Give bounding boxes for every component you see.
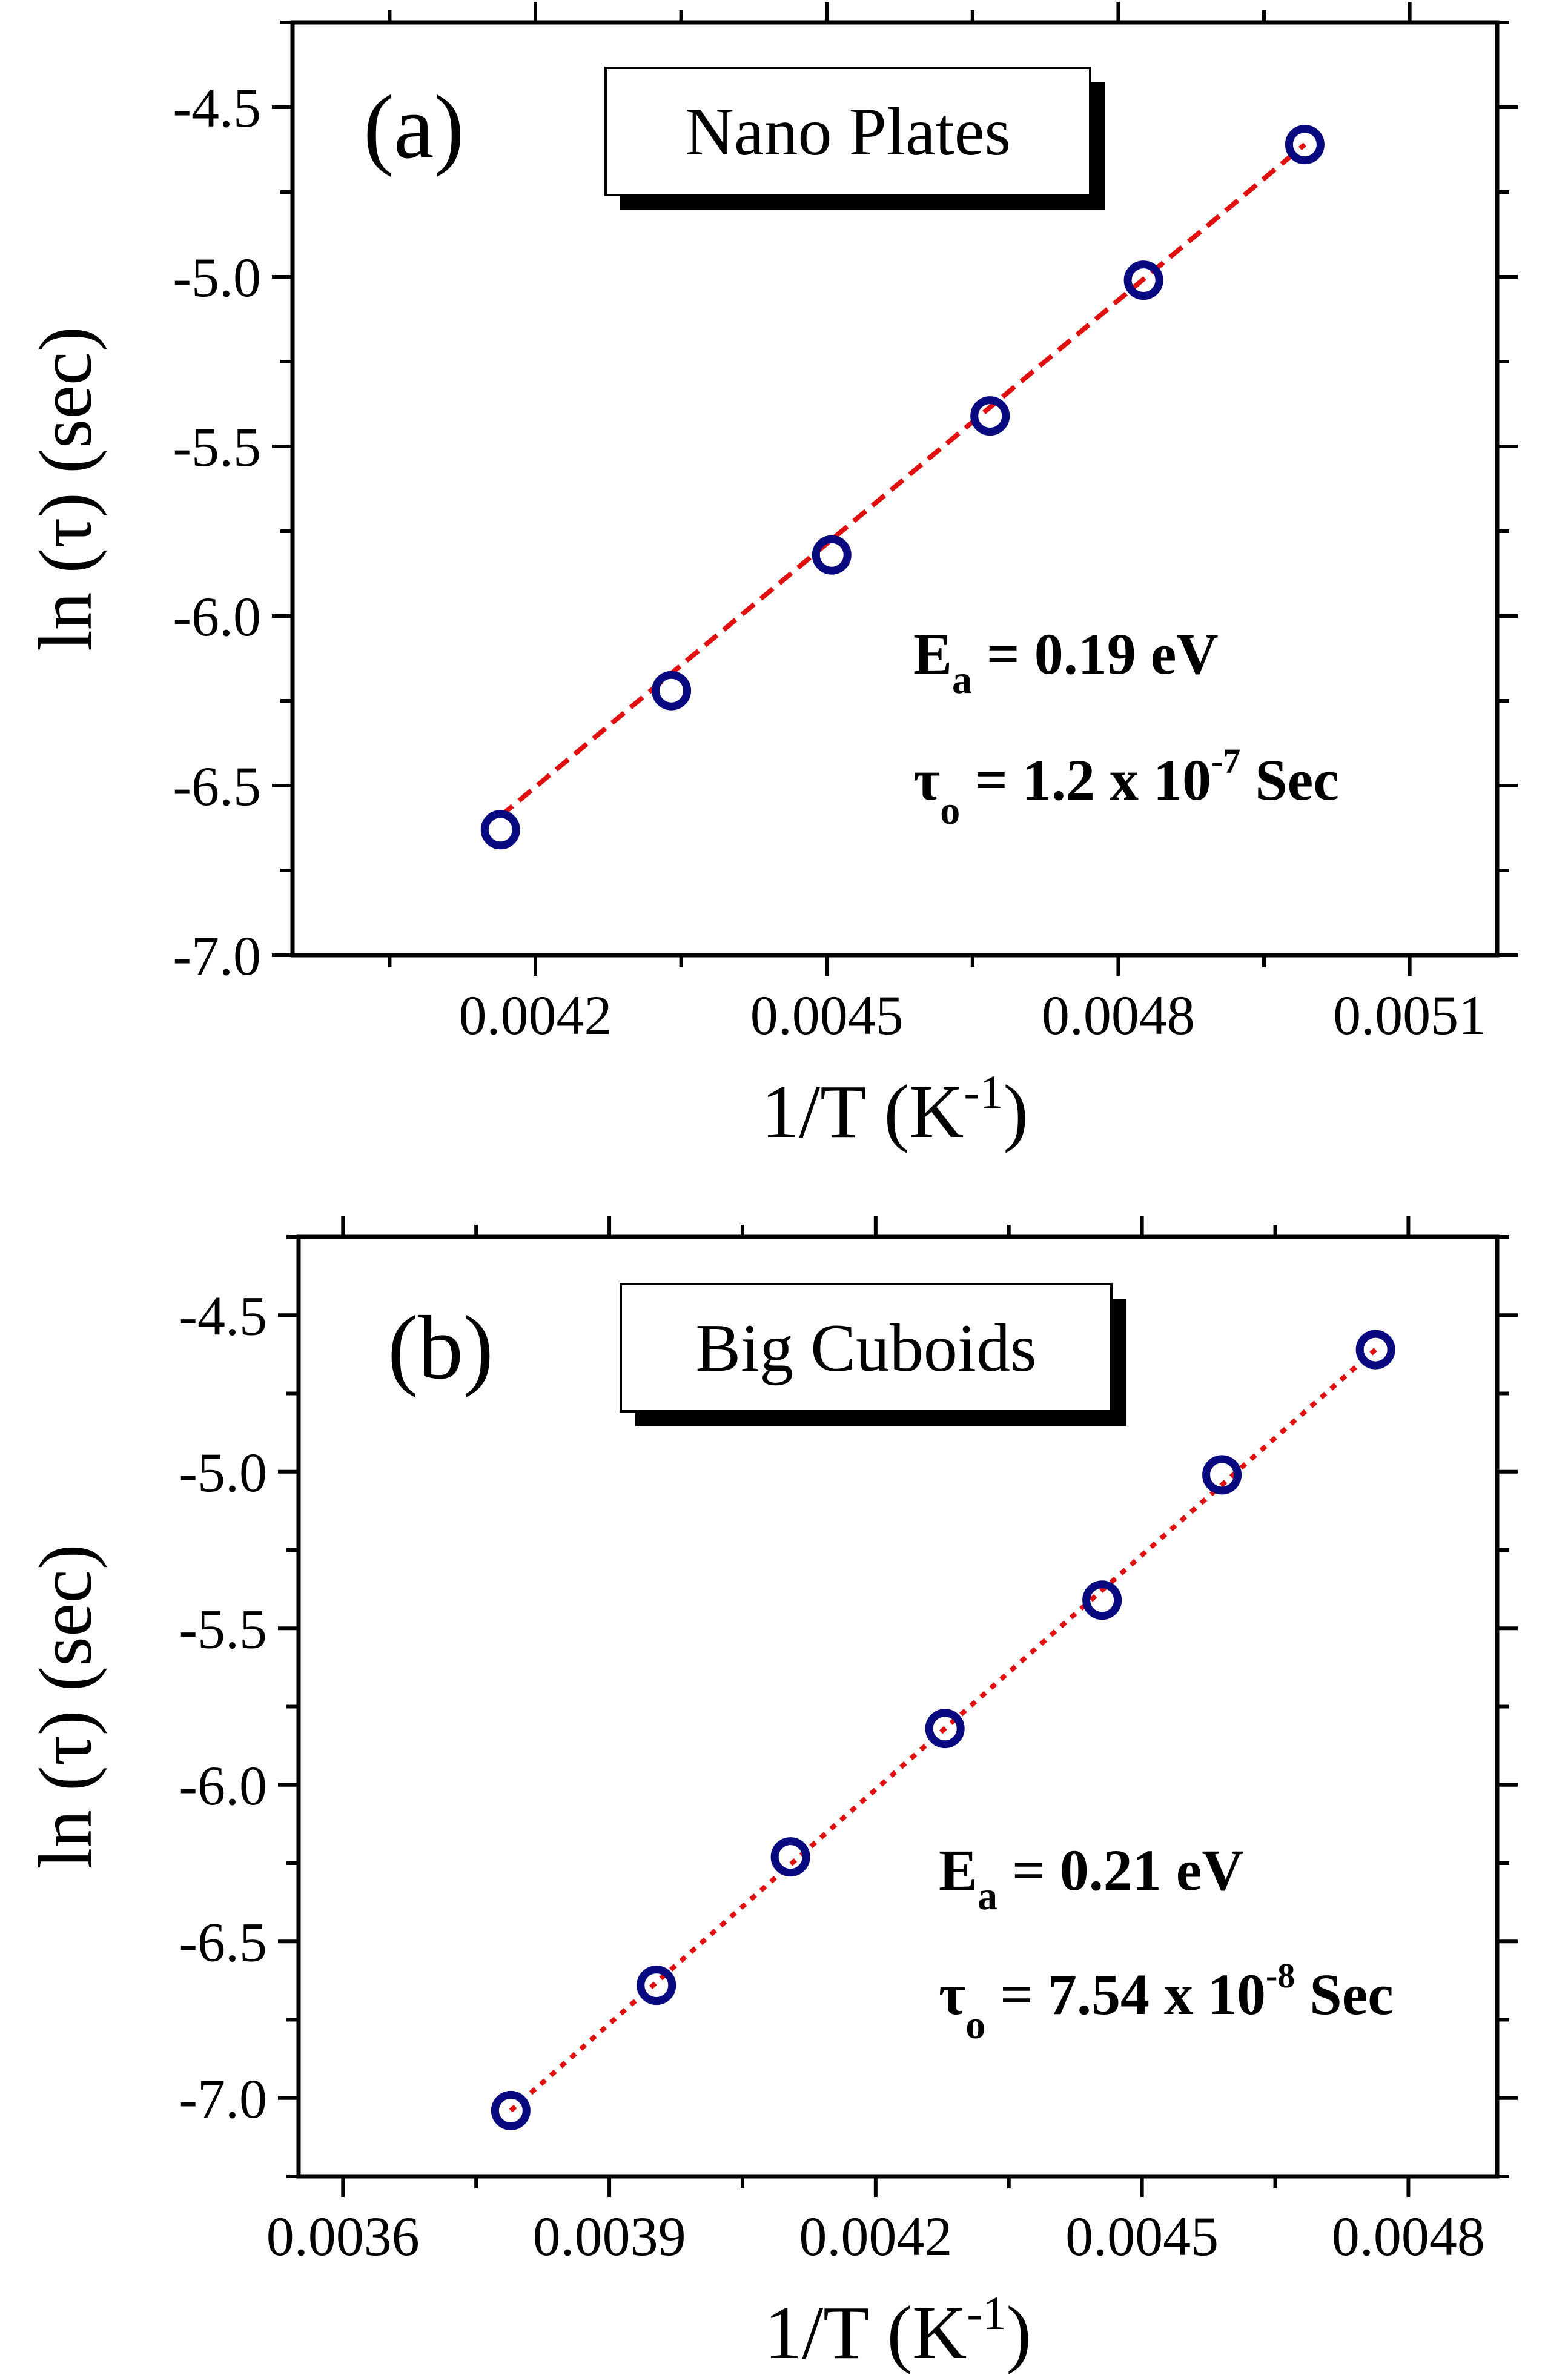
x-tick-label: 0.0039: [533, 2205, 686, 2267]
legend-box: [604, 67, 1091, 196]
data-point: [1082, 1580, 1122, 1620]
y-axis-title: ln (τ) (sec): [24, 326, 108, 651]
data-point: [652, 671, 692, 711]
ea-symbol: E: [939, 1838, 978, 1903]
y-axis-title: ln (τ) (sec): [24, 1544, 108, 1869]
x-tick-label: 0.0051: [1333, 984, 1486, 1046]
activation-energy-label: Ea = 0.19 eV: [913, 621, 1219, 702]
x-tick-label: 0.0036: [266, 2205, 420, 2267]
data-point: [637, 1966, 676, 2006]
x-tick-label: 0.0045: [1065, 2205, 1219, 2267]
tau-symbol: τ: [939, 1962, 965, 2027]
tau-value: = 7.54 x 10: [985, 1962, 1266, 2027]
x-tick-label: 0.0048: [1332, 2205, 1485, 2267]
tau-exponent: -8: [1266, 1956, 1295, 1995]
y-tick-label: -6.0: [173, 586, 261, 648]
x-axis-title-sup: -1: [967, 2287, 1006, 2339]
ea-value: = 0.21 eV: [997, 1838, 1244, 1903]
y-tick-label: -4.5: [173, 77, 261, 139]
fit-line: [509, 1348, 1377, 2113]
data-point: [1355, 1330, 1395, 1370]
fit-line: [498, 142, 1306, 818]
y-tick-label: -4.5: [179, 1285, 267, 1346]
x-axis-title: 1/T (K-1): [764, 2287, 1031, 2375]
tau-exponent: -7: [1211, 741, 1240, 781]
data-point: [812, 535, 852, 575]
x-tick-label: 0.0042: [799, 2205, 952, 2267]
ea-value: = 0.19 eV: [972, 621, 1219, 686]
panel-a: 0.0042 0.0045 0.0048 0.0051 -7.0 -6.5 -6.0 -5.5…: [24, 2, 1518, 1154]
legend-box: [620, 1283, 1113, 1413]
data-point: [925, 1709, 965, 1749]
y-tick-label: -6.5: [173, 755, 261, 817]
relaxation-time-label: τo = 7.54 x 10-8 Sec: [939, 1956, 1394, 2047]
ea-subscript: a: [952, 658, 972, 702]
y-tick-label: -6.0: [179, 1755, 267, 1817]
panel-label: (a): [363, 77, 464, 177]
activation-energy-label: Ea = 0.21 eV: [939, 1838, 1244, 1918]
x-tick-label: 0.0042: [459, 984, 612, 1046]
x-axis-title-text: 1/T (K: [764, 2291, 967, 2375]
ea-subscript: a: [978, 1874, 997, 1918]
y-tick-label: -7.0: [173, 925, 261, 987]
legend-label: Nano Plates: [685, 94, 1011, 170]
data-point: [970, 396, 1010, 436]
data-point: [480, 810, 520, 850]
x-tick-label: 0.0048: [1042, 984, 1195, 1046]
panel-label: (b): [388, 1297, 494, 1398]
x-axis-title-sup: -1: [964, 1065, 1003, 1118]
x-axis-title-close: ): [1003, 1070, 1028, 1154]
tau-unit: Sec: [1240, 747, 1339, 812]
panel-b: 0.0036 0.0039 0.0042 0.0045 0.0048 -7.0 -6.5 -6…: [24, 1216, 1518, 2375]
data-point: [1202, 1455, 1242, 1495]
data-point: [491, 2090, 531, 2130]
y-tick-label: -5.0: [173, 247, 261, 308]
tau-value: = 1.2 x 10: [960, 747, 1211, 812]
legend-label: Big Cuboids: [695, 1311, 1036, 1386]
x-axis-title-close: ): [1006, 2291, 1031, 2375]
data-point: [1285, 125, 1325, 165]
data-point: [1123, 260, 1163, 300]
x-axis-title-text: 1/T (K: [761, 1070, 964, 1154]
y-tick-label: -5.5: [173, 416, 261, 478]
y-tick-label: -5.5: [179, 1598, 267, 1660]
tau-symbol: τ: [913, 747, 940, 812]
tau-unit: Sec: [1295, 1962, 1394, 2027]
y-tick-label: -7.0: [179, 2068, 267, 2130]
tau-subscript: o: [965, 2003, 985, 2047]
data-point: [770, 1837, 810, 1877]
x-tick-label: 0.0045: [750, 984, 904, 1046]
y-tick-label: -5.0: [179, 1442, 267, 1503]
x-axis-title: 1/T (K-1): [761, 1065, 1028, 1154]
ea-symbol: E: [913, 621, 952, 686]
relaxation-time-label: τo = 1.2 x 10-7 Sec: [913, 741, 1339, 833]
y-tick-label: -6.5: [179, 1911, 267, 1973]
tau-subscript: o: [940, 789, 960, 833]
plot-frame: [290, 20, 1500, 958]
